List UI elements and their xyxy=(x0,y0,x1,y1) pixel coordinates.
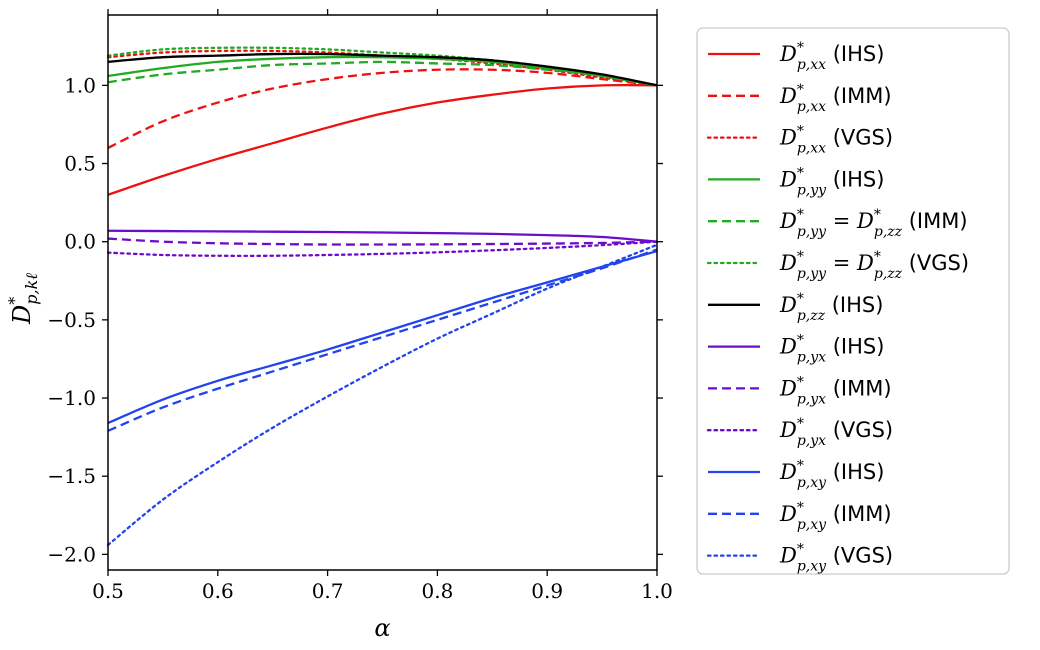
x-tick-label: 0.5 xyxy=(92,579,124,603)
legend-entry-label: D* p,zz (IHS) xyxy=(779,291,883,324)
y-label-sub: p,kℓ xyxy=(22,273,41,305)
legend-entry-label: D* p,yy (IHS) xyxy=(779,165,884,198)
series-line-xy-imm xyxy=(107,248,658,432)
x-tick-label: 0.9 xyxy=(531,579,563,603)
legend-entry-label: D* p,yx (VGS) xyxy=(779,416,893,449)
series-line-yx-vgs xyxy=(106,240,659,258)
legend-entry-label: D* p,xx (VGS) xyxy=(779,124,893,157)
y-axis-label: D*p,kℓ xyxy=(5,273,41,325)
series-line-xy-ihs xyxy=(107,249,658,425)
legend-entry-label: D* p,yx (IMM) xyxy=(779,374,892,407)
series-line-yx-imm xyxy=(107,237,658,246)
x-tick-label: 0.8 xyxy=(421,579,453,603)
series-line-xx-ihs xyxy=(107,83,658,196)
y-label-main: D xyxy=(8,305,36,325)
legend-entry-label: D* p,yx (IHS) xyxy=(779,333,884,366)
y-tick-label: −0.5 xyxy=(47,308,96,332)
legend-entry-label: D* p,yy = D* p,zz (IMM) xyxy=(779,207,968,240)
y-tick-label: 0.5 xyxy=(64,152,96,176)
legend-entry-label: D* p,xy (IHS) xyxy=(779,458,884,491)
legend-entry-label: D* p,yy = D* p,zz (VGS) xyxy=(779,249,969,282)
axis-ticks: 0.5 0.6 0.7 0.8 0.9 1.0 −2.0 −1.5 −1.0 −0.5 0.0 0.5… xyxy=(47,9,673,603)
series-lines xyxy=(106,46,659,547)
plot-area-frame xyxy=(107,14,658,571)
series-line-yy-zz-imm xyxy=(107,60,658,87)
x-tick-label: 0.7 xyxy=(312,579,344,603)
x-tick-label: 0.6 xyxy=(202,579,234,603)
y-tick-label: −1.5 xyxy=(47,464,96,488)
series-line-yx-ihs xyxy=(107,229,658,243)
y-tick-label: 0.0 xyxy=(64,230,96,254)
legend-entry-label: D* p,xx (IMM) xyxy=(779,82,892,115)
x-axis-label: α xyxy=(374,614,390,642)
y-tick-label: −2.0 xyxy=(47,542,96,566)
legend-frame xyxy=(696,27,1010,575)
series-line-zz-ihs xyxy=(107,52,658,87)
y-tick-label: −1.0 xyxy=(47,386,96,410)
legend-entry-label: D* p,xx (IHS) xyxy=(779,40,884,73)
y-label-sup: * xyxy=(5,297,24,305)
y-tick-label: 1.0 xyxy=(64,73,96,97)
legend: D* p,xx (IHS) D* p,xx (IMM) D* p,xx (VGS) D* p,… xyxy=(696,27,1010,575)
series-line-xx-imm xyxy=(107,68,658,149)
series-line-xy-vgs xyxy=(106,243,659,547)
x-tick-label: 1.0 xyxy=(641,579,673,603)
legend-entry-label: D* p,xy (IMM) xyxy=(779,500,892,533)
legend-entry-label: D* p,xy (VGS) xyxy=(779,542,893,575)
